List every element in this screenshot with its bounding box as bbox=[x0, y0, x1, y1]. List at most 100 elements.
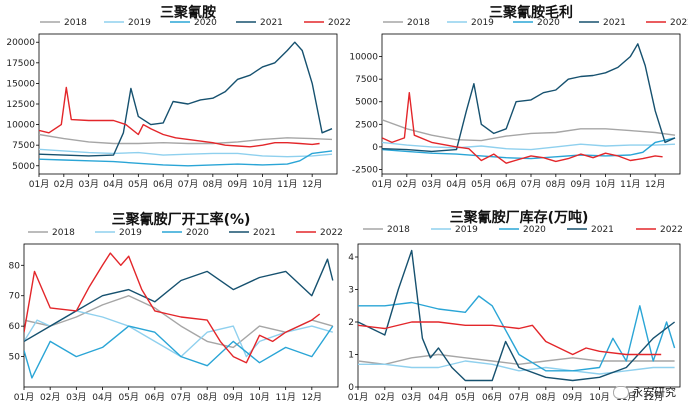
x-tick-label: 12月 bbox=[643, 392, 663, 403]
legend-label-2018: 2018 bbox=[387, 225, 410, 235]
x-tick-label: 04月 bbox=[92, 392, 112, 403]
x-tick-label: 01月 bbox=[348, 392, 368, 403]
legend-label-2019: 2019 bbox=[455, 225, 478, 235]
y-tick-label: 50 bbox=[9, 353, 21, 363]
y-tick-label: 5000 bbox=[355, 98, 378, 108]
chart-title: 三聚氰胺 bbox=[160, 4, 216, 21]
legend-label-2021: 2021 bbox=[253, 228, 276, 238]
x-tick-label: 02月 bbox=[397, 179, 417, 190]
y-tick-label: 15000 bbox=[6, 79, 35, 89]
x-tick-label: 05月 bbox=[128, 179, 148, 190]
legend-label-2022: 2022 bbox=[670, 18, 688, 28]
x-tick-label: 07月 bbox=[178, 179, 198, 190]
legend-label-2021: 2021 bbox=[260, 18, 283, 28]
series-line-2018 bbox=[39, 133, 333, 145]
series-line-2018 bbox=[24, 295, 333, 349]
y-tick-label: 4 bbox=[348, 253, 354, 263]
legend-label-2020: 2020 bbox=[537, 18, 560, 28]
x-tick-label: 12月 bbox=[645, 179, 665, 190]
chart-panel-2: 三聚氰胺毛利 -2500 0 2500 5000 7500 10000 01月 02月 03月 04… bbox=[349, 4, 688, 190]
y-tick-label: 2500 bbox=[355, 120, 378, 130]
y-tick-label: 1 bbox=[348, 351, 354, 361]
series-line-2020 bbox=[382, 137, 676, 160]
legend-label-2021: 2021 bbox=[603, 18, 626, 28]
x-tick-label: 06月 bbox=[482, 392, 502, 403]
x-tick-label: 07月 bbox=[509, 392, 529, 403]
x-tick-label: 01月 bbox=[372, 179, 392, 190]
y-tick-label: 0 bbox=[348, 383, 354, 393]
series-line-2021 bbox=[358, 249, 676, 382]
x-tick-label: 08月 bbox=[197, 392, 217, 403]
y-tick-label: 17500 bbox=[6, 59, 35, 69]
series-line-2019 bbox=[358, 360, 675, 375]
x-tick-label: 04月 bbox=[446, 179, 466, 190]
legend-label-2019: 2019 bbox=[128, 18, 151, 28]
x-tick-label: 05月 bbox=[118, 392, 138, 403]
x-tick-label: 04月 bbox=[103, 179, 123, 190]
x-tick-label: 10月 bbox=[595, 179, 615, 190]
legend-label-2020: 2020 bbox=[186, 228, 209, 238]
chart-panel-1: 三聚氰胺 5000 7500 10000 12500 15000 17500 20000 01月… bbox=[6, 4, 351, 190]
legend-label-2022: 2022 bbox=[320, 228, 343, 238]
x-tick-label: 06月 bbox=[145, 392, 165, 403]
x-tick-label: 03月 bbox=[401, 392, 421, 403]
chart-title: 三聚氰胺厂库存(万吨) bbox=[450, 209, 589, 226]
series-line-2021 bbox=[24, 258, 334, 343]
legend-label-2018: 2018 bbox=[407, 18, 430, 28]
x-tick-label: 10月 bbox=[252, 179, 272, 190]
x-tick-label: 03月 bbox=[66, 392, 86, 403]
x-tick-label: 01月 bbox=[14, 392, 34, 403]
y-tick-label: 3 bbox=[348, 286, 354, 296]
x-tick-label: 02月 bbox=[375, 392, 395, 403]
series-line-2022 bbox=[39, 86, 320, 148]
y-tick-label: -2500 bbox=[352, 165, 378, 175]
legend-label-2022: 2022 bbox=[328, 18, 351, 28]
legend-label-2020: 2020 bbox=[523, 225, 546, 235]
chart-panel-3: 三聚氰胺厂开工率(%) 50 60 70 80 01月 02月 03月 04月 05月 06月 07月… bbox=[9, 211, 343, 403]
plot-frame bbox=[23, 243, 339, 388]
x-tick-label: 11月 bbox=[275, 392, 295, 403]
y-tick-label: 80 bbox=[9, 261, 21, 271]
x-tick-label: 12月 bbox=[302, 392, 322, 403]
x-tick-label: 03月 bbox=[78, 179, 98, 190]
x-tick-label: 03月 bbox=[421, 179, 441, 190]
series-line-2021 bbox=[382, 43, 676, 153]
x-tick-label: 12月 bbox=[302, 179, 322, 190]
x-tick-label: 08月 bbox=[536, 392, 556, 403]
y-tick-label: 70 bbox=[9, 292, 21, 302]
y-tick-label: 20000 bbox=[6, 38, 35, 48]
series-line-2022 bbox=[358, 321, 662, 356]
y-tick-label: 60 bbox=[9, 322, 21, 332]
x-tick-label: 06月 bbox=[496, 179, 516, 190]
x-tick-label: 04月 bbox=[428, 392, 448, 403]
chart-title: 三聚氰胺厂开工率(%) bbox=[112, 211, 251, 228]
chart-panel-4: 三聚氰胺厂库存(万吨) 0 1 2 3 4 01月 02月 03月 04月 05月 06月 07月 08月… bbox=[348, 209, 683, 403]
x-tick-label: 10月 bbox=[589, 392, 609, 403]
x-tick-label: 11月 bbox=[277, 179, 297, 190]
x-tick-label: 02月 bbox=[40, 392, 60, 403]
legend-label-2021: 2021 bbox=[591, 225, 614, 235]
series-line-2022 bbox=[24, 252, 321, 364]
y-tick-label: 10000 bbox=[349, 53, 378, 63]
legend-label-2018: 2018 bbox=[52, 228, 75, 238]
x-tick-label: 07月 bbox=[171, 392, 191, 403]
x-tick-label: 10月 bbox=[249, 392, 269, 403]
x-tick-label: 08月 bbox=[203, 179, 223, 190]
legend-label-2020: 2020 bbox=[194, 18, 217, 28]
series-line-2020 bbox=[358, 295, 676, 372]
x-tick-label: 08月 bbox=[546, 179, 566, 190]
x-tick-label: 02月 bbox=[54, 179, 74, 190]
series-line-2018 bbox=[382, 119, 676, 142]
y-tick-label: 5000 bbox=[12, 162, 35, 172]
x-tick-label: 09月 bbox=[562, 392, 582, 403]
watermark: 永安研究 bbox=[613, 384, 676, 400]
x-tick-label: 06月 bbox=[153, 179, 173, 190]
legend-label-2019: 2019 bbox=[471, 18, 494, 28]
series-line-2019 bbox=[39, 148, 333, 158]
y-tick-label: 10000 bbox=[6, 121, 35, 131]
legend-label-2019: 2019 bbox=[119, 228, 142, 238]
x-tick-label: 07月 bbox=[521, 179, 541, 190]
x-tick-label: 01月 bbox=[29, 179, 49, 190]
y-tick-label: 2 bbox=[348, 318, 354, 328]
